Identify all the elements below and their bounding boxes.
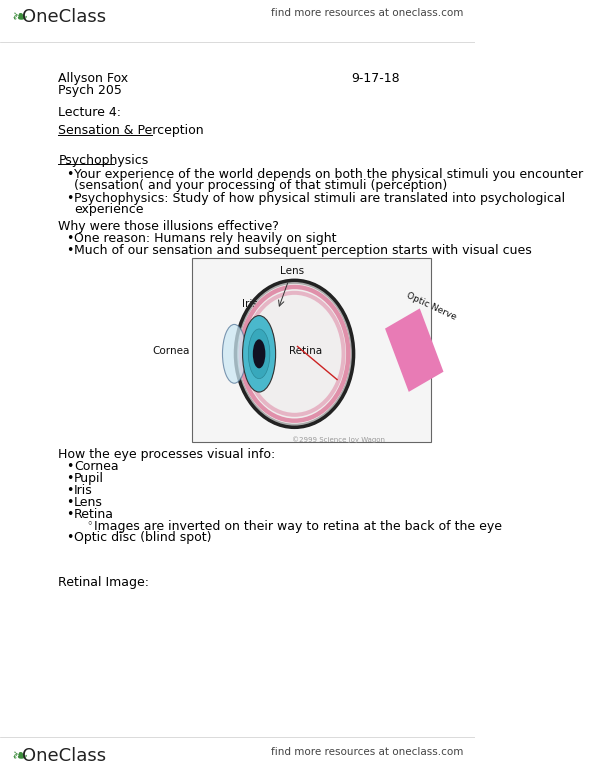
Text: ◦: ◦: [86, 520, 93, 530]
Text: (sensation( and your processing of that stimuli (perception): (sensation( and your processing of that …: [74, 179, 447, 192]
Text: find more resources at oneclass.com: find more resources at oneclass.com: [271, 747, 464, 757]
Text: Iris: Iris: [74, 484, 93, 497]
Ellipse shape: [223, 324, 246, 383]
Text: Sensation & Perception: Sensation & Perception: [58, 124, 204, 137]
Text: •: •: [66, 192, 74, 205]
Text: Lens: Lens: [280, 266, 303, 276]
Text: •: •: [66, 531, 74, 544]
Text: Cornea: Cornea: [152, 346, 190, 357]
Text: Retina: Retina: [74, 507, 114, 521]
Polygon shape: [385, 309, 443, 392]
Text: OneClass: OneClass: [23, 8, 107, 26]
Text: One reason: Humans rely heavily on sight: One reason: Humans rely heavily on sight: [74, 233, 337, 246]
Text: Psych 205: Psych 205: [58, 85, 122, 98]
Text: Your experience of the world depends on both the physical stimuli you encounter: Your experience of the world depends on …: [74, 168, 583, 181]
Text: Images are inverted on their way to retina at the back of the eye: Images are inverted on their way to reti…: [94, 520, 502, 533]
Text: 9-17-18: 9-17-18: [351, 72, 400, 85]
Text: •: •: [66, 168, 74, 181]
Ellipse shape: [253, 340, 265, 368]
Text: experience: experience: [74, 203, 144, 216]
Text: •: •: [66, 484, 74, 497]
Text: Lecture 4:: Lecture 4:: [58, 106, 121, 119]
Text: Optic Nerve: Optic Nerve: [405, 291, 458, 323]
Text: Psychophysics: Study of how physical stimuli are translated into psychological: Psychophysics: Study of how physical sti…: [74, 192, 565, 205]
Ellipse shape: [261, 326, 275, 382]
Text: Allyson Fox: Allyson Fox: [58, 72, 129, 85]
Text: Why were those illusions effective?: Why were those illusions effective?: [58, 219, 279, 233]
Text: •: •: [66, 507, 74, 521]
Bar: [192, 258, 431, 442]
Text: OneClass: OneClass: [23, 747, 107, 765]
Text: Retinal Image:: Retinal Image:: [58, 576, 149, 589]
Text: •: •: [66, 472, 74, 485]
Text: find more resources at oneclass.com: find more resources at oneclass.com: [271, 8, 464, 18]
Text: Cornea: Cornea: [74, 460, 119, 473]
Ellipse shape: [248, 329, 270, 379]
Ellipse shape: [236, 280, 353, 427]
Text: •: •: [66, 244, 74, 257]
Text: •: •: [66, 233, 74, 246]
Text: Retina: Retina: [289, 346, 322, 357]
Text: ❧: ❧: [11, 747, 27, 766]
Text: Iris: Iris: [242, 299, 258, 309]
Text: ❧: ❧: [11, 8, 27, 27]
Ellipse shape: [243, 316, 275, 392]
Text: Pupil: Pupil: [74, 472, 104, 485]
Text: •: •: [66, 496, 74, 509]
Text: Optic disc (blind spot): Optic disc (blind spot): [74, 531, 212, 544]
Text: •: •: [66, 460, 74, 473]
Text: Lens: Lens: [74, 496, 103, 509]
Text: How the eye processes visual info:: How the eye processes visual info:: [58, 448, 275, 461]
Text: ©2999 Science Joy Wagon: ©2999 Science Joy Wagon: [292, 437, 385, 444]
Text: Much of our sensation and subsequent perception starts with visual cues: Much of our sensation and subsequent per…: [74, 244, 532, 257]
Text: Psychophysics: Psychophysics: [58, 154, 149, 167]
